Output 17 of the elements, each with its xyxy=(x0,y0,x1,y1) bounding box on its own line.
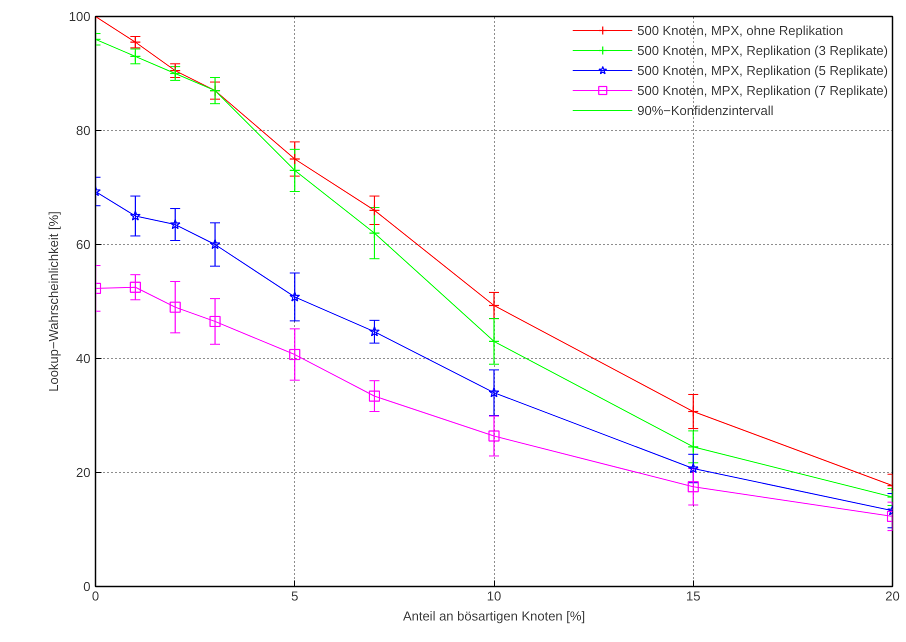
legend-label: 500 Knoten, MPX, Replikation (7 Replikate) xyxy=(637,82,888,98)
legend-label: 500 Knoten, MPX, Replikation (3 Replikate) xyxy=(637,42,888,58)
y-tick-label: 0 xyxy=(83,579,91,594)
x-axis-title: Anteil an bösartigen Knoten [%] xyxy=(402,608,586,624)
x-tick-label: 10 xyxy=(486,588,502,604)
x-tick-label: 15 xyxy=(686,588,700,604)
y-axis-title: Lookup−Wahrscheinlichkeit [%] xyxy=(46,211,61,392)
y-tick-label: 60 xyxy=(76,237,91,252)
y-tick-label: 40 xyxy=(76,351,91,366)
annotation: 90%−Konfidenzintervall xyxy=(637,102,774,118)
x-tick-label: 20 xyxy=(885,588,900,604)
y-tick-label: 100 xyxy=(68,9,91,24)
legend-label: 500 Knoten, MPX, ohne Replikation xyxy=(637,22,844,38)
y-tick-label: 20 xyxy=(76,465,91,480)
legend-label: 500 Knoten, MPX, Replikation (5 Replikate) xyxy=(637,62,888,78)
x-tick-label: 5 xyxy=(291,588,298,604)
y-tick-label: 80 xyxy=(76,123,91,138)
